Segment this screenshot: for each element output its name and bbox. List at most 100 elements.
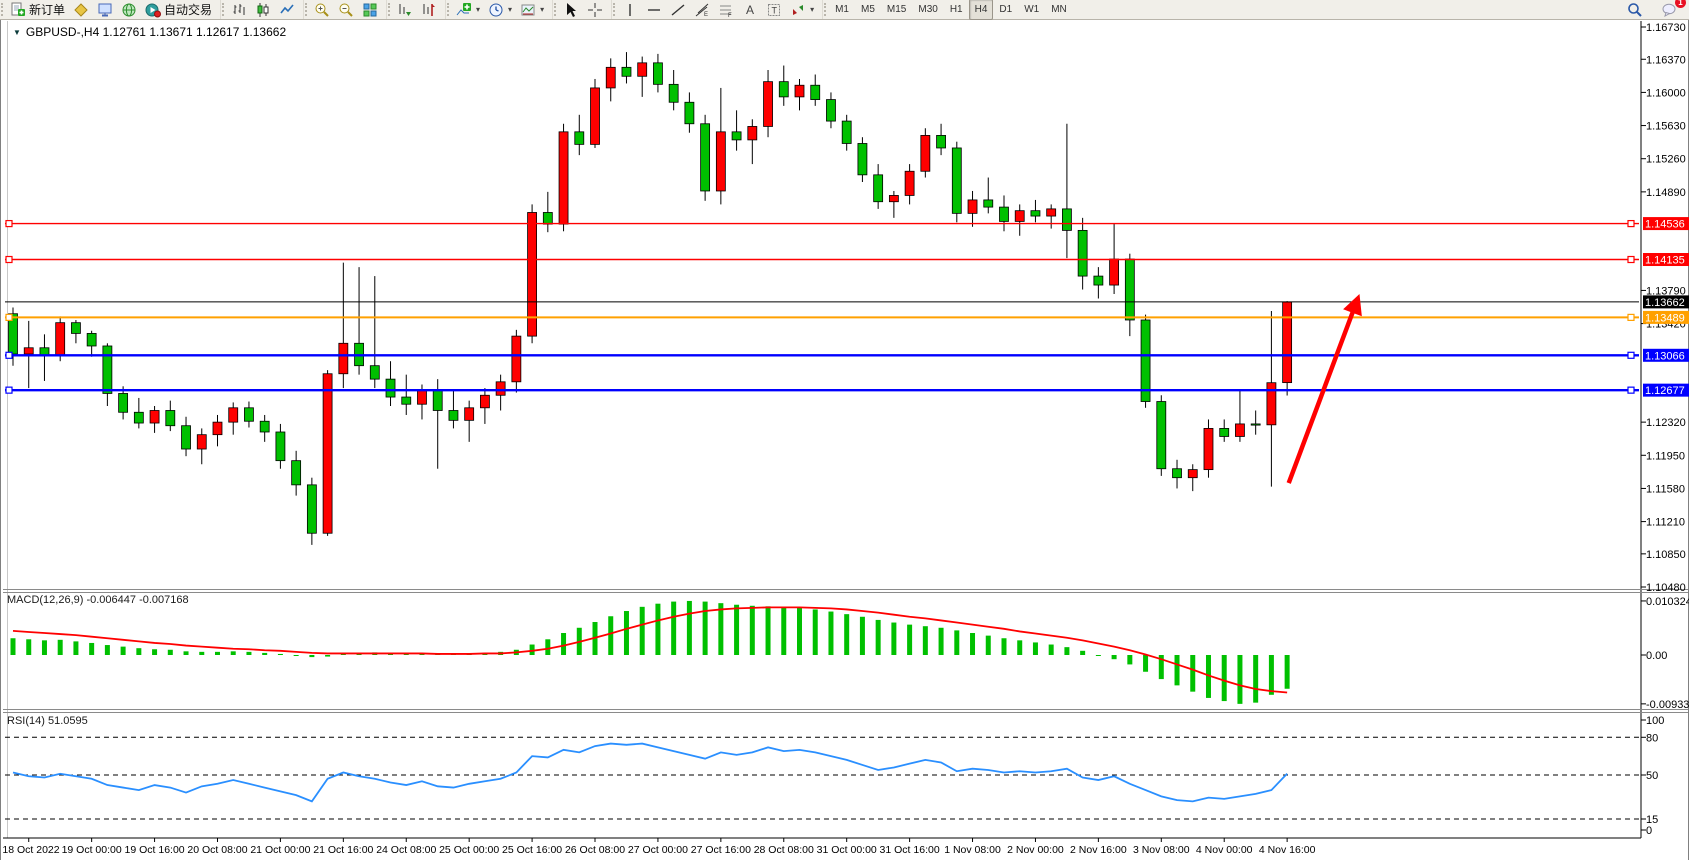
price-scale-drag-area[interactable] — [1641, 21, 1689, 838]
macd-histogram-bar — [1111, 655, 1117, 660]
line-handle[interactable] — [5, 219, 13, 228]
time-tick-label: 25 Oct 16:00 — [502, 844, 562, 856]
macd-histogram-bar — [1284, 655, 1290, 689]
candle-body — [71, 322, 81, 334]
search-icon — [1627, 2, 1643, 18]
cursor-button[interactable] — [559, 0, 583, 20]
macd-histogram-bar — [1205, 655, 1211, 698]
dropdown-caret-icon[interactable]: ▾ — [540, 5, 545, 14]
candle-body — [118, 393, 129, 413]
data-window-button[interactable] — [93, 0, 117, 20]
macd-histogram-bar — [309, 655, 315, 658]
rsi-tick-label: 50 — [1646, 770, 1658, 782]
candle-body — [936, 135, 946, 149]
new-order-button[interactable]: 新订单 — [6, 0, 69, 20]
trend-arrow-shaft[interactable] — [1286, 308, 1356, 484]
channel-button[interactable]: E — [690, 0, 714, 20]
line-handle[interactable] — [5, 313, 13, 321]
chevron-down-icon[interactable]: ▼ — [13, 27, 21, 37]
line-handle[interactable] — [1627, 219, 1635, 228]
candle-body — [1109, 258, 1119, 286]
vertical-line-button[interactable] — [618, 0, 642, 20]
price-tick-label: 1.11210 — [1646, 517, 1685, 529]
hline-icon — [646, 2, 662, 18]
indicators-button[interactable]: ▾ — [452, 0, 484, 20]
dropdown-caret-icon[interactable]: ▾ — [508, 5, 513, 14]
horizontal-line-button[interactable] — [642, 0, 666, 20]
tf-button-m30[interactable]: M30 — [912, 0, 943, 20]
macd-histogram-bar — [702, 601, 708, 655]
bars-chart-icon — [231, 2, 247, 18]
templates-button[interactable]: ▾ — [516, 0, 548, 20]
time-tick-label: 26 Oct 08:00 — [565, 844, 625, 856]
candle-body — [904, 170, 915, 196]
tile-windows-button[interactable] — [358, 0, 382, 20]
line-handle[interactable] — [5, 386, 13, 394]
fibonacci-button[interactable]: F — [714, 0, 738, 20]
line-handle[interactable] — [5, 351, 13, 359]
tf-button-h4[interactable]: H4 — [968, 0, 994, 20]
tf-button-d1[interactable]: D1 — [993, 0, 1018, 20]
macd-histogram-bar — [797, 607, 802, 655]
time-scale-drag-area[interactable] — [3, 838, 1643, 858]
tf-button-m1[interactable]: M1 — [829, 0, 855, 20]
svg-text:T: T — [772, 5, 778, 15]
macd-histogram-bar — [781, 606, 787, 655]
toolbar-group: ▾ ▾ ▾ — [445, 0, 552, 19]
clock-icon — [488, 2, 504, 18]
line-handle[interactable] — [1627, 313, 1635, 321]
line-handle[interactable] — [1627, 386, 1635, 394]
candle-body — [983, 199, 994, 208]
line-handle[interactable] — [5, 255, 13, 264]
label-button[interactable]: T — [762, 0, 786, 20]
zoom-in-button[interactable] — [310, 0, 334, 20]
chart-title-bar: ▼ GBPUSD-,H4 1.12761 1.13671 1.12617 1.1… — [13, 25, 286, 39]
zoom-out-button[interactable] — [334, 0, 358, 20]
candle-chart-type-button[interactable] — [251, 0, 275, 20]
tf-button-h1[interactable]: H1 — [944, 0, 969, 20]
chart-shift-button[interactable] — [417, 0, 441, 20]
time-tick-label: 2 Nov 00:00 — [1007, 844, 1064, 856]
channel-icon: E — [694, 2, 710, 18]
macd-histogram-bar — [262, 652, 268, 655]
price-line-badge — [1643, 253, 1689, 267]
dropdown-caret-icon[interactable]: ▾ — [476, 5, 481, 14]
macd-histogram-bar — [136, 648, 142, 655]
line-handle[interactable] — [1627, 255, 1635, 264]
macd-histogram-bar — [26, 639, 32, 655]
chat-button[interactable]: 1 — [1657, 0, 1686, 20]
label-t-icon: T — [766, 2, 782, 18]
dropdown-caret-icon[interactable]: ▾ — [810, 5, 815, 14]
macd-histogram-bar — [1253, 655, 1259, 703]
macd-histogram-bar — [1221, 655, 1227, 702]
auto-scroll-button[interactable] — [393, 0, 417, 20]
line-chart-type-button[interactable] — [275, 0, 299, 20]
macd-histogram-bar — [230, 651, 236, 655]
line-handle[interactable] — [1627, 351, 1635, 359]
candle-body — [102, 345, 113, 394]
navigator-button[interactable] — [117, 0, 141, 20]
crosshair-button[interactable] — [583, 0, 607, 20]
tf-button-m1-label: M1 — [835, 4, 849, 15]
search-button[interactable] — [1623, 0, 1647, 20]
arrows-button[interactable]: ▾ — [786, 0, 818, 20]
text-button[interactable]: A — [738, 0, 762, 20]
bar-chart-type-button[interactable] — [227, 0, 251, 20]
tf-button-m5[interactable]: M5 — [855, 0, 881, 20]
trend-arrow-head[interactable] — [1343, 294, 1362, 317]
macd-histogram-bar — [828, 611, 834, 655]
tf-button-mn[interactable]: MN — [1045, 0, 1073, 20]
trendline-button[interactable] — [666, 0, 690, 20]
price-tick-label: 1.16000 — [1646, 87, 1686, 99]
candle-body — [369, 365, 380, 380]
styler-button[interactable] — [69, 0, 93, 20]
auto-trading-button[interactable]: 自动交易 — [141, 0, 216, 20]
tf-button-m15[interactable]: M15 — [881, 0, 912, 20]
text-a-icon: A — [742, 2, 758, 18]
tf-button-w1[interactable]: W1 — [1018, 0, 1045, 20]
candle-body — [1235, 423, 1245, 437]
macd-histogram-bar — [561, 633, 567, 655]
periods-button[interactable]: ▾ — [484, 0, 516, 20]
time-tick-label: 18 Oct 2022 — [2, 844, 59, 856]
